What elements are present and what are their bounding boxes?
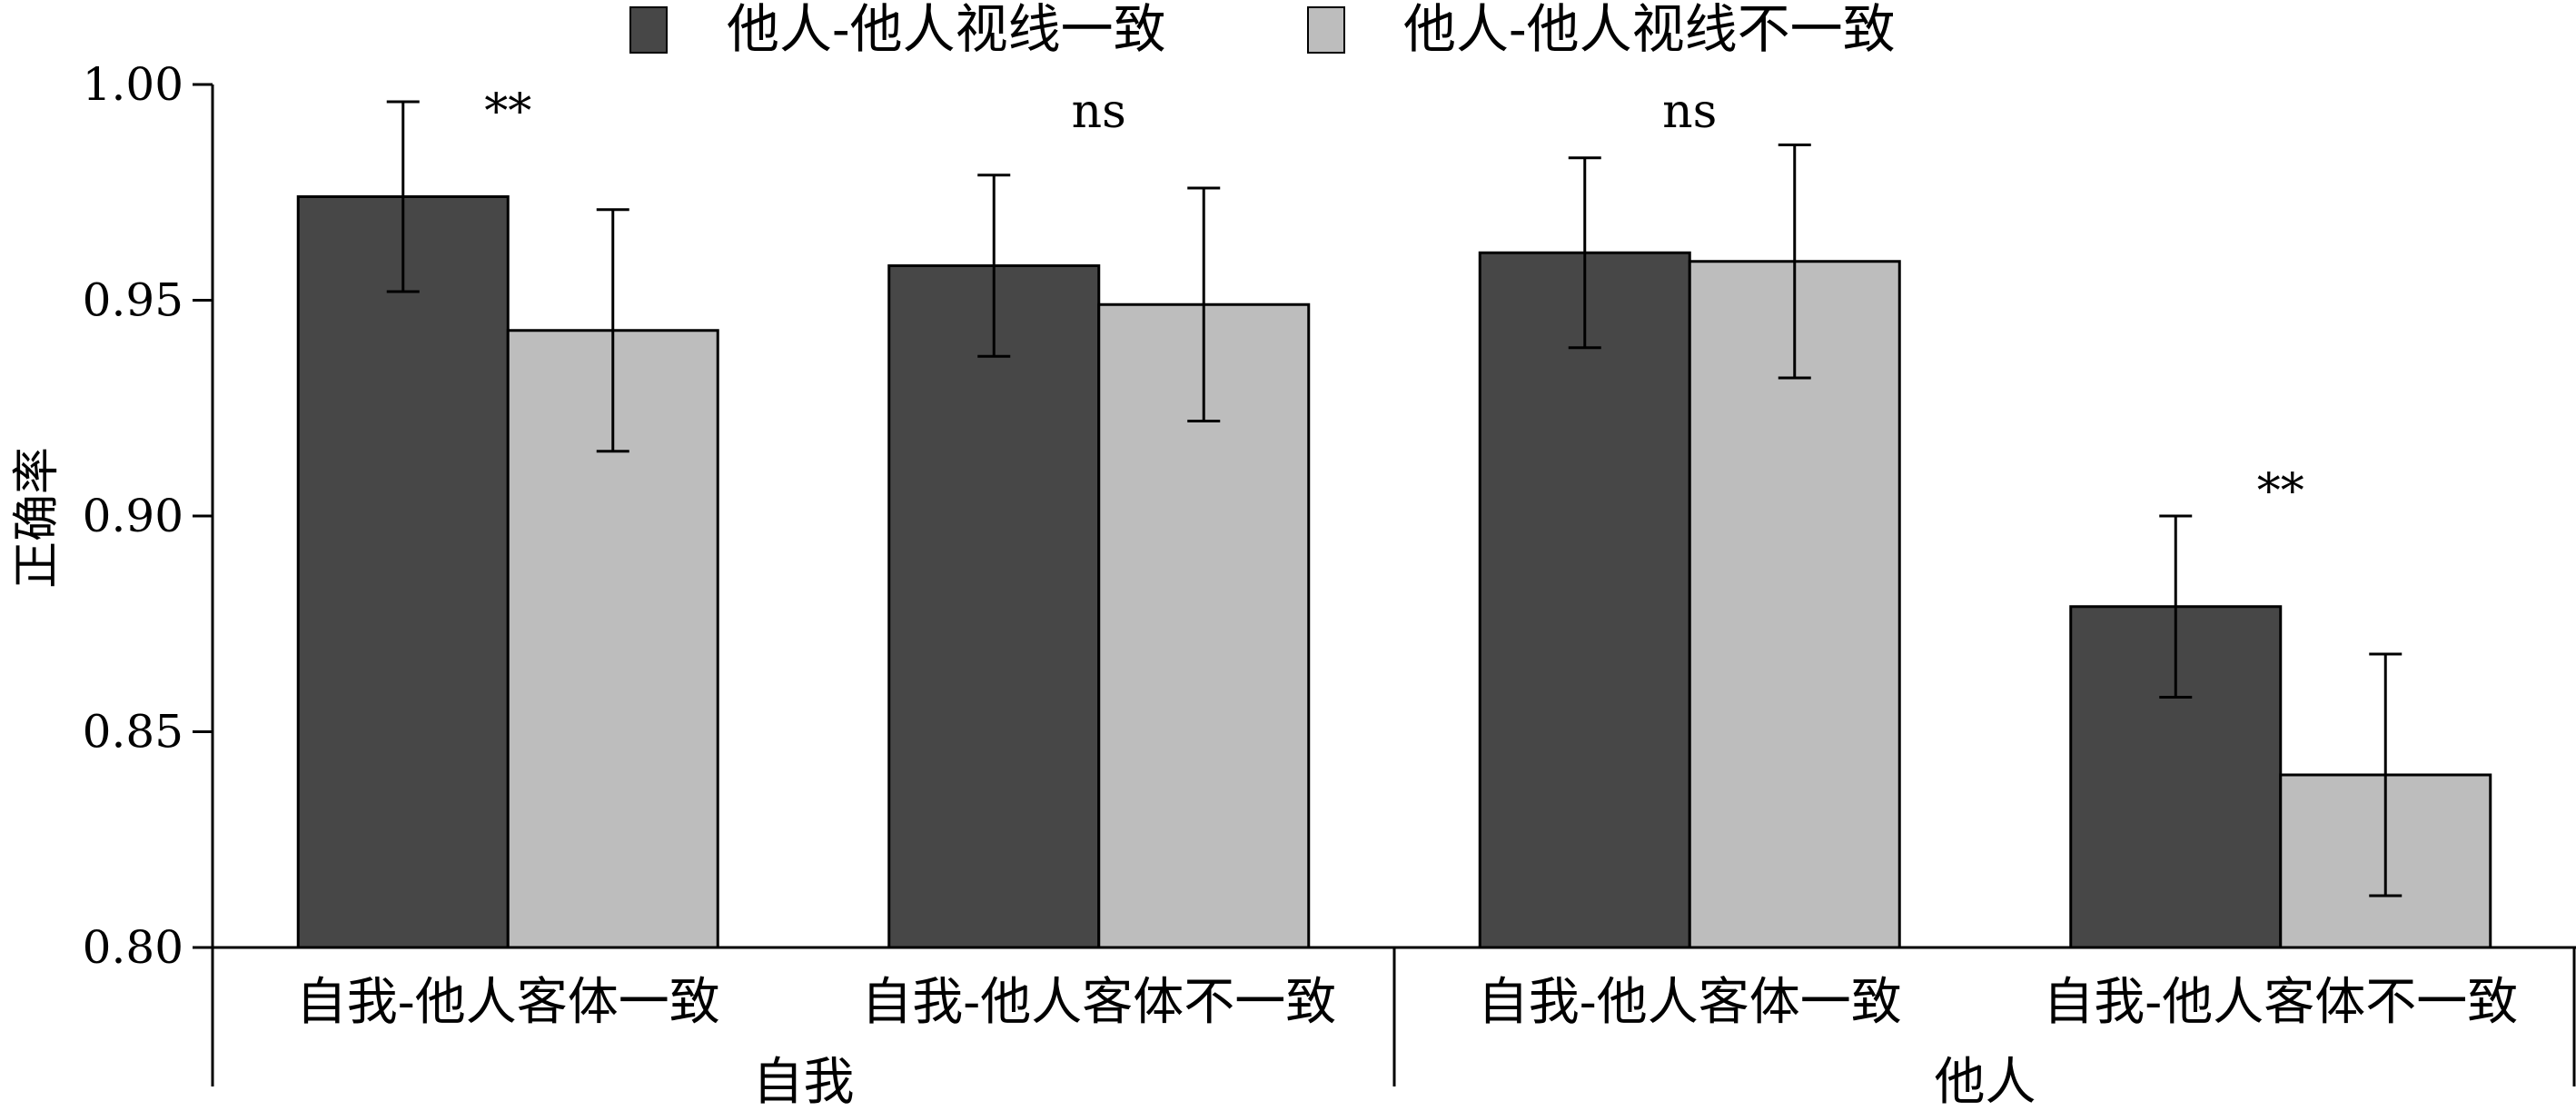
y-tick-label: 0.90 [83, 490, 183, 542]
y-tick-label: 0.85 [83, 706, 183, 759]
bar [1478, 251, 1691, 949]
legend-swatch-inconsistent [1307, 6, 1345, 54]
category-label: 自我-他人客体不一致 [861, 973, 1336, 1032]
bars [296, 195, 2492, 949]
group-label: 他人 [1935, 1053, 2036, 1111]
y-axis-label: 正确率 [10, 447, 64, 589]
legend-label-inconsistent: 他人-他人视线不一致 [1403, 0, 1896, 60]
y-tick-label: 1.00 [83, 58, 183, 111]
significance-label: ** [2257, 464, 2304, 519]
legend-swatch-consistent [629, 6, 668, 54]
category-label: 自我-他人客体一致 [296, 973, 720, 1032]
bar [887, 264, 1101, 949]
category-label: 自我-他人客体不一致 [2043, 973, 2518, 1032]
y-tick-label: 0.80 [83, 921, 183, 974]
group-label: 自我 [753, 1053, 855, 1111]
legend-label-consistent: 他人-他人视线一致 [727, 0, 1166, 60]
y-tick-label: 0.95 [83, 274, 183, 327]
category-label: 自我-他人客体一致 [1478, 973, 1902, 1032]
x-axis: 自我-他人客体一致 自我-他人客体不一致 自我-他人客体一致 自我-他人客体不一致自我… [211, 946, 2576, 1111]
significance-label: ns [1662, 84, 1717, 139]
error-bars [386, 100, 2403, 898]
y-axis: 0.80 0.85 0.90 0.95 1.00 [83, 58, 214, 974]
bar [296, 195, 510, 949]
significance-labels: ** ns ns ** [484, 84, 2304, 519]
legend: 他人-他人视线一致 他人-他人视线不一致 [629, 0, 1896, 60]
significance-label: ns [1072, 84, 1126, 139]
significance-label: ** [484, 84, 531, 139]
